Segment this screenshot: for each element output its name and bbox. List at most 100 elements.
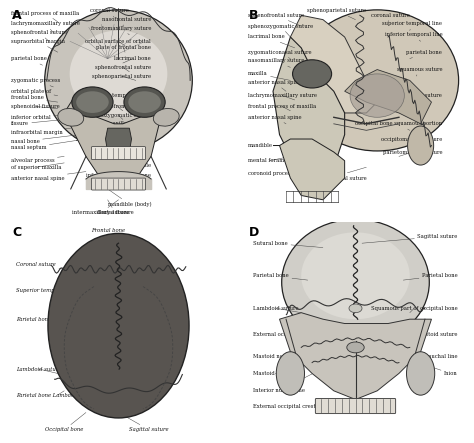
Polygon shape bbox=[273, 139, 345, 200]
Ellipse shape bbox=[407, 352, 435, 395]
Text: intermaxillary suture: intermaxillary suture bbox=[72, 200, 129, 215]
Text: nasal bone: nasal bone bbox=[11, 135, 80, 144]
FancyBboxPatch shape bbox=[91, 147, 146, 159]
Ellipse shape bbox=[349, 304, 362, 313]
Text: Lambdoid suture: Lambdoid suture bbox=[17, 367, 62, 373]
Text: Mastoid notch: Mastoid notch bbox=[254, 354, 301, 362]
Text: temporal bone: temporal bone bbox=[112, 93, 151, 100]
Ellipse shape bbox=[72, 87, 113, 117]
Text: frontal process of maxilla: frontal process of maxilla bbox=[11, 11, 79, 22]
Polygon shape bbox=[280, 313, 431, 400]
Ellipse shape bbox=[58, 109, 83, 126]
Text: fissure: fissure bbox=[11, 120, 64, 126]
Text: parietal bone: parietal bone bbox=[406, 50, 442, 59]
Text: lacrimal bone: lacrimal bone bbox=[114, 56, 151, 63]
Text: sphenoidal fissure: sphenoidal fissure bbox=[11, 104, 60, 109]
Text: nasomaxillary suture: nasomaxillary suture bbox=[94, 121, 151, 128]
Text: of superior maxilla: of superior maxilla bbox=[11, 163, 64, 170]
Text: dental fissure: dental fissure bbox=[97, 200, 134, 215]
Text: Inion: Inion bbox=[366, 345, 457, 376]
Text: sphenoidal foramen: sphenoidal foramen bbox=[98, 148, 151, 154]
FancyBboxPatch shape bbox=[315, 398, 396, 414]
Text: zygomaticotemporal suture: zygomaticotemporal suture bbox=[292, 167, 366, 181]
Ellipse shape bbox=[96, 296, 141, 355]
Text: Parietal bone: Parietal bone bbox=[17, 317, 58, 322]
Text: C: C bbox=[12, 226, 21, 239]
Ellipse shape bbox=[45, 10, 192, 151]
Text: coronal suture: coronal suture bbox=[91, 8, 129, 17]
Text: B: B bbox=[249, 9, 259, 22]
Text: mandible: mandible bbox=[248, 143, 291, 148]
Text: D: D bbox=[249, 226, 259, 239]
Text: orbital plate of: orbital plate of bbox=[11, 89, 58, 96]
Text: Parietal bone: Parietal bone bbox=[254, 273, 308, 280]
Text: Superior temporal line: Superior temporal line bbox=[17, 288, 77, 298]
Text: Sutural bone: Sutural bone bbox=[254, 241, 323, 248]
Text: frontomaxillary suture: frontomaxillary suture bbox=[91, 26, 151, 35]
Text: sphenofrontal suture: sphenofrontal suture bbox=[95, 65, 151, 72]
Text: infraorbital margin: infraorbital margin bbox=[11, 128, 71, 135]
FancyBboxPatch shape bbox=[91, 178, 146, 190]
Text: supraorbital margin: supraorbital margin bbox=[11, 39, 65, 52]
Ellipse shape bbox=[347, 342, 364, 353]
Text: alveolar process: alveolar process bbox=[11, 156, 64, 163]
Text: mental foramen: mental foramen bbox=[248, 156, 291, 163]
Text: Sagittal suture: Sagittal suture bbox=[118, 412, 169, 432]
Ellipse shape bbox=[276, 352, 304, 395]
Text: lacrimal bone: lacrimal bone bbox=[248, 35, 295, 48]
Text: External occipital protuberance: External occipital protuberance bbox=[254, 332, 339, 345]
Text: lambdoid suture: lambdoid suture bbox=[399, 93, 442, 102]
Text: nasal septum: nasal septum bbox=[11, 139, 86, 150]
Text: External occipital crest: External occipital crest bbox=[254, 400, 345, 408]
Ellipse shape bbox=[54, 241, 183, 411]
Text: inferior turbinated bone: inferior turbinated bone bbox=[86, 173, 151, 179]
Text: Superior nuchal line: Superior nuchal line bbox=[403, 354, 457, 362]
Text: lachrymomaxillary suture: lachrymomaxillary suture bbox=[248, 93, 317, 100]
Text: Squamous part of occipital bone: Squamous part of occipital bone bbox=[371, 306, 457, 313]
Text: zygomaticomaxillary suture: zygomaticomaxillary suture bbox=[76, 136, 151, 145]
Text: sphenozygomatic suture: sphenozygomatic suture bbox=[86, 113, 151, 120]
Text: mandible (body): mandible (body) bbox=[108, 189, 151, 207]
Ellipse shape bbox=[104, 307, 133, 344]
Text: maxilla: maxilla bbox=[248, 71, 291, 81]
Text: sphenofrontal suture: sphenofrontal suture bbox=[248, 13, 304, 26]
Text: coronoid process of mandible: coronoid process of mandible bbox=[248, 167, 327, 176]
Ellipse shape bbox=[408, 126, 434, 165]
Text: nasofrontal suture: nasofrontal suture bbox=[101, 17, 151, 26]
Text: parietomastoid suture: parietomastoid suture bbox=[383, 150, 442, 156]
Ellipse shape bbox=[350, 74, 404, 117]
Text: plate of frontal bone: plate of frontal bone bbox=[96, 45, 151, 52]
Text: nasomaxillary suture: nasomaxillary suture bbox=[248, 58, 305, 67]
Ellipse shape bbox=[87, 284, 150, 367]
Text: Coronal suture: Coronal suture bbox=[17, 262, 64, 269]
Polygon shape bbox=[273, 37, 345, 189]
Text: Parietal bone: Parietal bone bbox=[403, 273, 457, 280]
Text: frontal bone: frontal bone bbox=[11, 95, 58, 102]
Text: inferior orbital: inferior orbital bbox=[11, 115, 64, 120]
Text: Lambdoid suture: Lambdoid suture bbox=[254, 306, 301, 313]
Text: Mastoid process: Mastoid process bbox=[254, 371, 297, 378]
Text: anterior nasal spine: anterior nasal spine bbox=[248, 115, 301, 124]
Ellipse shape bbox=[48, 233, 189, 418]
Text: inferior temporal line: inferior temporal line bbox=[384, 32, 442, 41]
Ellipse shape bbox=[70, 31, 167, 117]
Text: ramus of mandible: ramus of mandible bbox=[101, 163, 151, 167]
Text: Parietal bone Lambdoid suture: Parietal bone Lambdoid suture bbox=[17, 391, 99, 398]
Polygon shape bbox=[106, 128, 131, 159]
Text: zygomaticofrontal suture: zygomaticofrontal suture bbox=[83, 104, 151, 111]
Text: A: A bbox=[12, 9, 22, 22]
Text: coronal suture: coronal suture bbox=[371, 13, 410, 22]
Ellipse shape bbox=[124, 87, 165, 117]
Text: sphenoparietal suture: sphenoparietal suture bbox=[307, 8, 366, 19]
Text: lachrymomaxillary suture: lachrymomaxillary suture bbox=[11, 21, 80, 33]
Ellipse shape bbox=[292, 60, 332, 88]
Ellipse shape bbox=[301, 232, 410, 319]
Text: zygomatic process: zygomatic process bbox=[11, 78, 60, 87]
Text: Occipitomastoid suture: Occipitomastoid suture bbox=[395, 332, 457, 341]
Text: anterior nasal spine: anterior nasal spine bbox=[248, 80, 301, 91]
Ellipse shape bbox=[61, 250, 176, 401]
Ellipse shape bbox=[69, 261, 168, 390]
Text: zygomaticonasal suture: zygomaticonasal suture bbox=[248, 50, 312, 59]
Ellipse shape bbox=[128, 91, 161, 113]
Text: frontal process of maxilla: frontal process of maxilla bbox=[248, 104, 316, 111]
